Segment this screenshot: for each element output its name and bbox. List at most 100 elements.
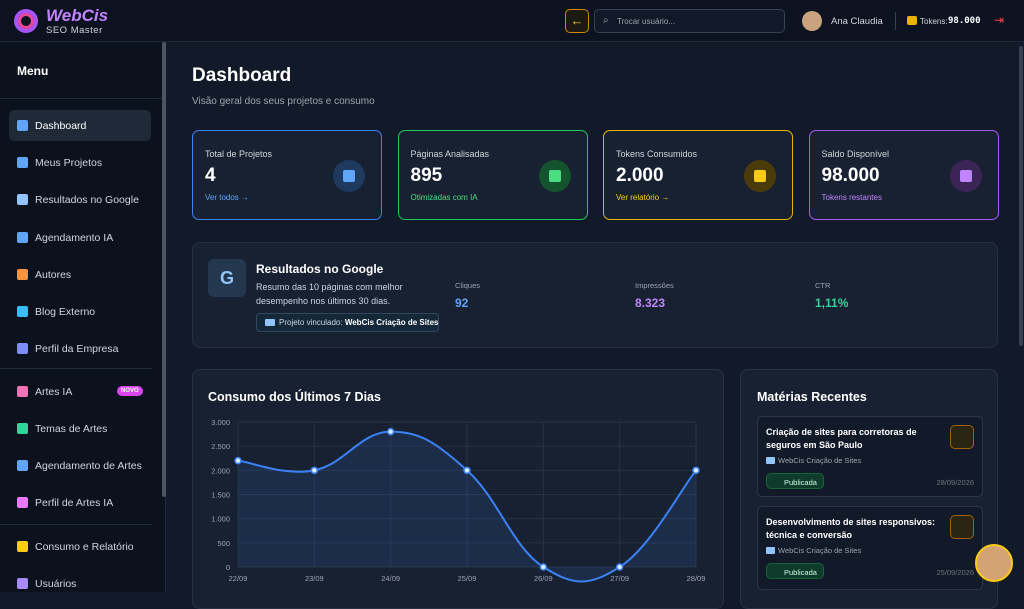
folder-icon xyxy=(766,547,775,554)
logout[interactable]: ⇥ xyxy=(994,13,1005,27)
menu-icon xyxy=(17,232,28,243)
area xyxy=(238,431,696,582)
stat-label: Total de Projetos xyxy=(205,149,273,159)
point xyxy=(539,563,548,571)
google-title: Resultados no Google xyxy=(256,262,384,276)
stat-icon xyxy=(744,160,776,192)
y-tick-label: 0 xyxy=(226,563,230,572)
menu-item[interactable]: Agendamento de Artes xyxy=(9,450,151,481)
stat-icon xyxy=(949,160,982,192)
stat-note[interactable]: Ver todos → xyxy=(205,193,250,202)
menu-item[interactable]: Usuários xyxy=(9,568,151,599)
x-tick-label: 24/09 xyxy=(381,574,400,583)
scrollbar xyxy=(1019,46,1023,346)
article-project: WebCis Criação de Sites xyxy=(778,456,862,465)
menu-label: Usuários xyxy=(35,577,77,590)
avatar[interactable] xyxy=(802,11,822,31)
menu-item[interactable]: Perfil da Empresa xyxy=(9,333,151,364)
edit-button[interactable] xyxy=(950,425,974,449)
menu-item[interactable]: Artes IA NOVO xyxy=(9,376,151,407)
stat-value: 895 xyxy=(410,165,443,186)
stat-card: Saldo Disponível 98.000 Tokens restantes xyxy=(808,130,999,220)
point xyxy=(234,456,242,465)
menu-label: Perfil da Empresa xyxy=(35,342,119,355)
menu-item[interactable]: Agendamento IA xyxy=(9,222,151,253)
status-badge: Publicada xyxy=(766,473,824,489)
stat-value: 2.000 xyxy=(616,165,664,186)
metric-value: 92 xyxy=(455,296,469,310)
back-button[interactable]: ← xyxy=(565,9,589,33)
edit-button[interactable] xyxy=(950,515,974,539)
recent-panel: Matérias Recentes Criação de sites para … xyxy=(740,369,998,609)
menu-label: Agendamento IA xyxy=(35,231,114,244)
stat-note[interactable]: Ver relatório → xyxy=(616,193,670,202)
stat-icon xyxy=(333,160,365,192)
point xyxy=(692,466,700,475)
tag-project: WebCis Criação de Sites xyxy=(344,318,439,327)
menu-icon xyxy=(17,578,28,589)
menu-label: Autores xyxy=(35,268,72,281)
stat-value: 4 xyxy=(205,165,216,186)
menu-icon xyxy=(17,541,28,552)
article-card: Desenvolvimento de sites responsivos: té… xyxy=(757,506,983,590)
x-tick-label: 27/09 xyxy=(610,574,629,583)
y-tick-label: 500 xyxy=(217,539,230,548)
article-project: WebCis Criação de Sites xyxy=(778,546,862,555)
menu-item[interactable]: Blog Externo xyxy=(9,296,151,327)
folder-icon xyxy=(766,457,775,464)
point xyxy=(463,466,471,475)
stat-card: Páginas Analisadas 895 Otimizadas com IA xyxy=(397,130,588,220)
stat-icon xyxy=(538,160,571,192)
menu-item[interactable]: Meus Projetos xyxy=(9,147,151,178)
divider xyxy=(0,368,152,369)
menu-item[interactable]: Temas de Artes xyxy=(9,413,151,444)
metric-value: 8.323 xyxy=(635,296,666,310)
recent-title: Matérias Recentes xyxy=(757,390,867,404)
menu-icon xyxy=(17,386,28,397)
user-name: Ana Claudia xyxy=(831,16,883,27)
stat-value: 98.000 xyxy=(821,165,880,186)
google-desc: Resumo das 10 páginas com melhor desempe… xyxy=(256,282,403,306)
point xyxy=(615,563,624,571)
menu-icon xyxy=(17,460,28,471)
project-tag: Projeto vinculado: WebCis Criação de Sit… xyxy=(256,313,439,332)
search-placeholder: Trocar usuário... xyxy=(617,17,675,26)
menu-item[interactable]: Perfil de Artes IA xyxy=(9,487,151,518)
chart-title: Consumo dos Últimos 7 Dias xyxy=(208,390,381,404)
assistant-avatar[interactable] xyxy=(975,544,1013,582)
menu-item[interactable]: Dashboard xyxy=(9,110,151,141)
menu-label: Artes IA xyxy=(35,385,73,398)
menu-label: Meus Projetos xyxy=(35,156,103,169)
menu-item[interactable]: Resultados no Google xyxy=(9,184,151,215)
search-input[interactable]: ⌕ Trocar usuário... xyxy=(594,9,785,33)
y-tick-label: 1.500 xyxy=(211,491,230,500)
menu-item[interactable]: Autores xyxy=(9,259,151,290)
icon-glyph xyxy=(343,170,355,182)
menu-item[interactable]: Consumo e Relatório xyxy=(9,531,151,562)
page-title: Dashboard xyxy=(192,65,292,86)
menu-icon xyxy=(17,157,28,168)
scrollbar xyxy=(162,42,166,497)
logo: WebCis xyxy=(46,6,109,25)
menu-icon xyxy=(17,343,28,354)
tokens-label: Tokens: xyxy=(920,17,948,26)
metric-label: Cliques xyxy=(455,281,481,290)
stat-note: Otimizadas com IA xyxy=(410,193,478,202)
x-tick-label: 28/09 xyxy=(687,574,706,583)
stat-card: Tokens Consumidos 2.000 Ver relatório → xyxy=(603,130,793,220)
menu-label: Agendamento de Artes xyxy=(35,459,142,472)
icon-glyph xyxy=(754,170,766,182)
metric-label: CTR xyxy=(815,281,831,290)
divider xyxy=(0,98,165,99)
date: 28/09/2026 xyxy=(936,478,974,487)
menu-label: Resultados no Google xyxy=(35,193,139,206)
y-tick-label: 2.000 xyxy=(211,466,230,475)
chart: 0 500 1.000 1.500 2.000 2.500 3.000 22/09 23/09 2… xyxy=(211,418,706,583)
menu-label: Temas de Artes xyxy=(35,422,108,435)
point xyxy=(386,427,395,436)
app: WebCis SEO Master ← ⌕ Trocar usuário... … xyxy=(0,6,1024,609)
icon-glyph xyxy=(959,170,972,182)
stat-label: Saldo Disponível xyxy=(821,149,890,159)
menu-label: Dashboard xyxy=(35,119,87,132)
chart-panel: Consumo dos Últimos 7 Dias 0 500 1.000 1.50… xyxy=(192,369,724,609)
